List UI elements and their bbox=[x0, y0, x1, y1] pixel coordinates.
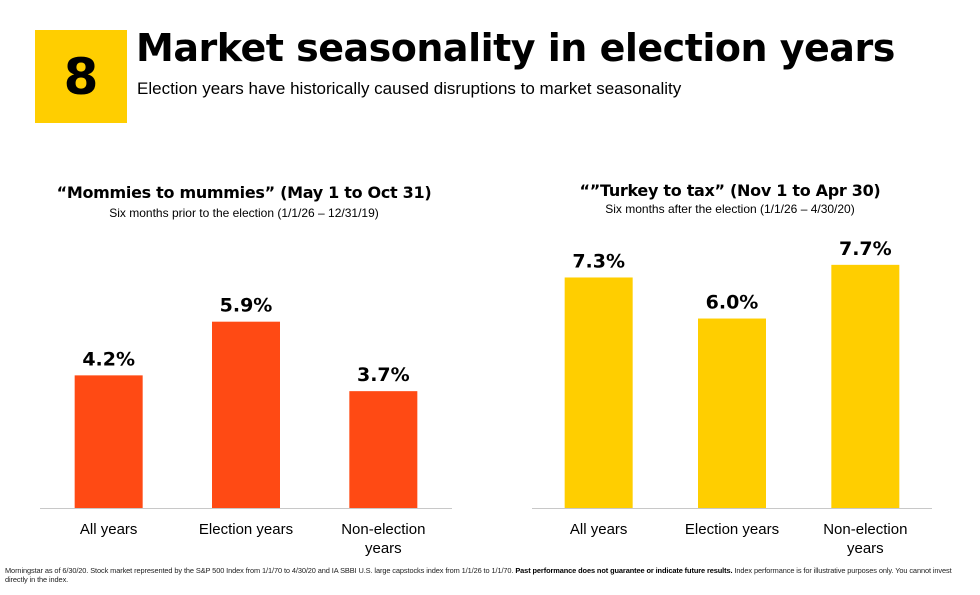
bar-3 bbox=[831, 264, 900, 508]
category-label: years bbox=[847, 540, 884, 557]
bar-1 bbox=[564, 277, 633, 508]
page-subtitle: Election years have historically caused … bbox=[137, 79, 682, 98]
category-label: All years bbox=[80, 521, 138, 538]
bar-3 bbox=[349, 391, 418, 508]
section-number: 8 bbox=[63, 47, 99, 106]
left-chart-title: “Mommies to mummies” (May 1 to Oct 31) bbox=[56, 183, 432, 202]
section-number-badge: 8 bbox=[35, 30, 127, 123]
bar-1 bbox=[74, 375, 143, 508]
chart-post-election: 7.3% All years 6.0% Election years 7.7% Non-e… bbox=[532, 238, 932, 557]
category-label: All years bbox=[570, 521, 628, 538]
category-label: Election years bbox=[199, 521, 293, 538]
bar-2 bbox=[212, 321, 280, 508]
category-label: Non-election bbox=[823, 521, 907, 538]
right-chart-title: “”Turkey to tax” (Nov 1 to Apr 30) bbox=[579, 181, 881, 200]
data-label: 4.2% bbox=[82, 348, 135, 370]
footnote-tail: Index performance is for illustrative pu… bbox=[5, 566, 952, 584]
left-chart-subtitle: Six months prior to the election (1/1/26… bbox=[109, 206, 379, 220]
page-title: Market seasonality in election years bbox=[136, 26, 895, 70]
data-label: 5.9% bbox=[220, 295, 273, 317]
data-label: 7.3% bbox=[572, 250, 625, 272]
chart-pre-election: 4.2% All years 5.9% Election years 3.7% Non-e… bbox=[40, 295, 452, 557]
bar-2 bbox=[698, 318, 766, 508]
footnote-disclaimer: Past performance does not guarantee or i… bbox=[515, 566, 733, 575]
right-chart-subtitle: Six months after the election (1/1/26 – … bbox=[605, 202, 855, 216]
data-label: 7.7% bbox=[839, 238, 892, 260]
footnote: Morningstar as of 6/30/20. Stock market … bbox=[5, 566, 975, 584]
category-label: years bbox=[365, 540, 402, 557]
data-label: 6.0% bbox=[706, 292, 759, 314]
footnote-text: Morningstar as of 6/30/20. Stock market … bbox=[5, 566, 516, 575]
data-label: 3.7% bbox=[357, 364, 410, 386]
category-label: Election years bbox=[685, 521, 779, 538]
category-label: Non-election bbox=[341, 521, 425, 538]
